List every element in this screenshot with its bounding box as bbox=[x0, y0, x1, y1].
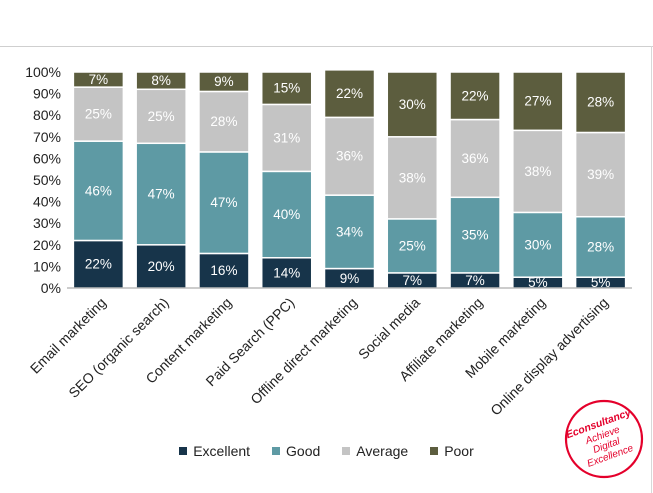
data-label: 27% bbox=[524, 94, 551, 109]
legend-item-good: Good bbox=[272, 443, 320, 459]
stacked-bar-chart: 0% 10% 20% 30% 40% 50% 60% 70% 80% 90% 100% 22% 46% 2… bbox=[25, 64, 632, 418]
data-label: 7% bbox=[465, 273, 485, 288]
data-label: 22% bbox=[336, 86, 363, 101]
data-label: 38% bbox=[524, 164, 551, 179]
data-label: 40% bbox=[273, 207, 300, 222]
data-label: 47% bbox=[210, 195, 237, 210]
y-tick-label: 70% bbox=[33, 129, 61, 145]
data-label: 30% bbox=[524, 237, 551, 252]
bar-segment-poor bbox=[198, 71, 250, 93]
y-tick-label: 80% bbox=[33, 107, 61, 123]
data-label: 47% bbox=[148, 187, 175, 202]
legend-item-excellent: Excellent bbox=[179, 443, 250, 459]
y-tick-label: 10% bbox=[33, 258, 61, 274]
bar-segment-poor bbox=[512, 71, 564, 132]
bar-segment-good bbox=[260, 170, 313, 259]
data-label: 20% bbox=[148, 259, 175, 274]
data-label: 39% bbox=[587, 167, 614, 182]
bar-segment-average bbox=[449, 118, 501, 199]
legend-swatch bbox=[430, 447, 439, 455]
data-label: 9% bbox=[214, 74, 234, 89]
category-label: Social media bbox=[355, 294, 423, 362]
data-label: 36% bbox=[336, 149, 363, 164]
bar-segment-average bbox=[198, 90, 250, 153]
data-label: 8% bbox=[151, 73, 171, 88]
data-label: 15% bbox=[273, 81, 300, 96]
legend-item-poor: Poor bbox=[430, 443, 474, 459]
data-label: 38% bbox=[399, 170, 426, 185]
y-tick-label: 20% bbox=[33, 237, 61, 253]
bar-segment-average bbox=[135, 88, 187, 145]
data-label: 30% bbox=[399, 97, 426, 112]
data-label: 25% bbox=[399, 238, 426, 253]
legend-label: Average bbox=[356, 443, 409, 459]
bar-segment-average bbox=[323, 116, 376, 196]
data-label: 25% bbox=[85, 107, 112, 122]
y-tick-label: 30% bbox=[33, 215, 61, 231]
bar-segment-good bbox=[512, 211, 564, 278]
top-divider bbox=[0, 46, 653, 47]
legend-label: Good bbox=[286, 443, 321, 459]
data-label: 9% bbox=[340, 271, 360, 286]
bar-segment-good bbox=[72, 140, 125, 242]
bar-segment-average bbox=[386, 136, 439, 220]
y-tick-label: 40% bbox=[33, 194, 61, 210]
right-frame-line bbox=[651, 46, 652, 493]
bar-segment-average bbox=[72, 86, 125, 142]
y-tick-label: 60% bbox=[33, 150, 61, 166]
bar-segment-good bbox=[386, 218, 439, 274]
data-label: 5% bbox=[528, 275, 548, 290]
bar-segment-poor bbox=[449, 71, 501, 121]
data-label: 31% bbox=[273, 130, 300, 145]
data-label: 22% bbox=[462, 88, 489, 103]
legend-item-average: Average bbox=[342, 443, 408, 459]
logo-ring bbox=[564, 399, 644, 479]
bar-segment-good bbox=[574, 215, 627, 278]
data-label: 5% bbox=[591, 275, 611, 290]
legend-label: Excellent bbox=[193, 443, 251, 459]
data-label: 28% bbox=[587, 95, 614, 110]
data-label: 25% bbox=[148, 109, 175, 124]
y-tick-label: 90% bbox=[33, 86, 61, 102]
bar-segment-excellent bbox=[260, 257, 313, 289]
data-label: 14% bbox=[273, 265, 300, 280]
data-label: 7% bbox=[89, 72, 109, 87]
bar-segment-good bbox=[323, 194, 376, 270]
data-label: 34% bbox=[336, 224, 363, 239]
category-label: Offline direct marketing bbox=[247, 294, 360, 407]
data-label: 22% bbox=[85, 257, 112, 272]
bar-segment-poor bbox=[260, 71, 313, 106]
y-tick-label: 0% bbox=[41, 280, 61, 296]
data-label: 28% bbox=[587, 239, 614, 254]
bar-segment-good bbox=[135, 142, 187, 246]
bar-segment-excellent bbox=[135, 244, 187, 289]
bar-segment-poor bbox=[323, 69, 376, 119]
legend-swatch bbox=[272, 447, 281, 455]
bar-segment-excellent bbox=[198, 252, 250, 289]
legend-label: Poor bbox=[444, 443, 474, 459]
bar-segment-poor bbox=[135, 71, 187, 91]
legend-swatch bbox=[342, 447, 351, 455]
data-label: 36% bbox=[462, 151, 489, 166]
bar-segment-poor bbox=[386, 71, 439, 138]
data-label: 46% bbox=[85, 183, 112, 198]
econsultancy-logo: Econsultancy Achieve Digital Excellence bbox=[564, 399, 644, 479]
legend-swatch bbox=[179, 447, 188, 455]
chart-legend: Excellent Good Average Poor bbox=[0, 440, 653, 462]
data-label: 28% bbox=[210, 114, 237, 129]
data-label: 7% bbox=[403, 273, 423, 288]
data-label: 16% bbox=[210, 263, 237, 278]
y-tick-label: 100% bbox=[25, 64, 61, 80]
bar-segment-good bbox=[449, 196, 501, 274]
data-label: 35% bbox=[462, 228, 489, 243]
bar-segment-poor bbox=[72, 71, 125, 88]
y-tick-label: 50% bbox=[33, 172, 61, 188]
bar-segment-poor bbox=[574, 71, 627, 134]
